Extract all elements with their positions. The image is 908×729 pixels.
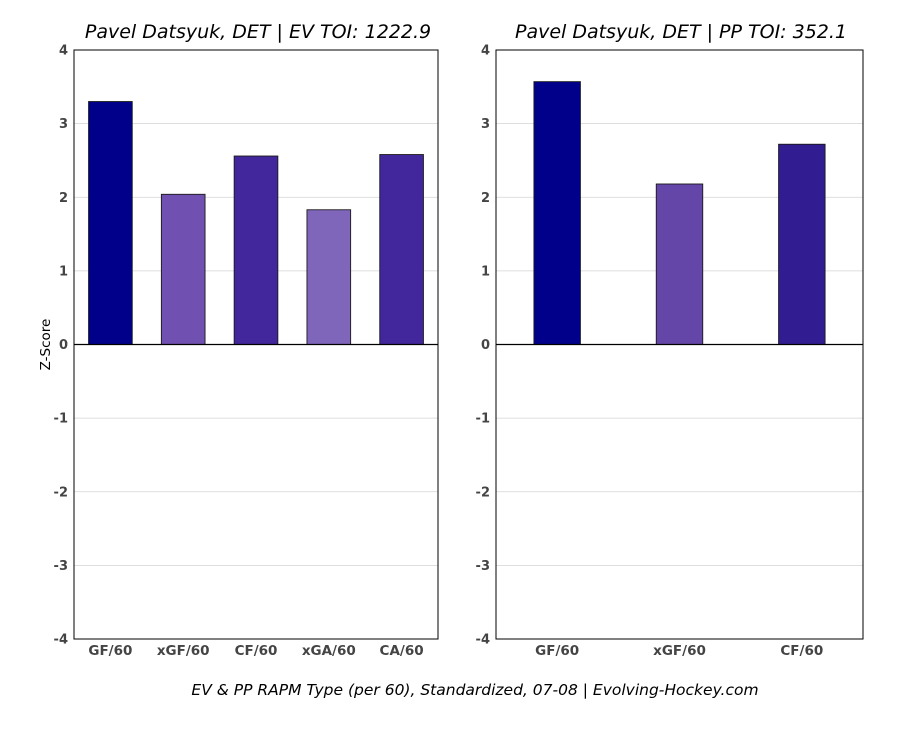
- bar-xga-60: [306, 209, 352, 345]
- y-tick-label: -3: [476, 559, 490, 574]
- bar-gf-60: [533, 81, 581, 345]
- bar-cf-60: [778, 143, 826, 345]
- ev-rapm-panel: Pavel Datsyuk, DET | EV TOI: 1222.9 4 3 2 1 0…: [38, 21, 439, 659]
- y-tick-label: 0: [59, 338, 68, 353]
- y-tick-label: 2: [481, 191, 490, 206]
- bar-ca-60: [379, 154, 424, 345]
- figure-caption: EV & PP RAPM Type (per 60), Standardized…: [191, 681, 758, 699]
- bar-gf-60: [88, 101, 133, 345]
- y-tick-label: 3: [59, 117, 68, 132]
- y-tick-label: -2: [54, 485, 68, 500]
- chart-title: Pavel Datsyuk, DET | EV TOI: 1222.9: [85, 21, 431, 43]
- y-tick-label: 0: [481, 338, 490, 353]
- y-tick-label: 1: [481, 264, 490, 279]
- x-tick-label: xGF/60: [157, 643, 210, 659]
- x-tick-label: xGA/60: [302, 643, 356, 659]
- pp-rapm-panel: Pavel Datsyuk, DET | PP TOI: 352.1 4 3 2 1 0 -…: [476, 21, 864, 659]
- y-tick-label: -1: [476, 412, 490, 427]
- y-tick-label: -3: [54, 559, 68, 574]
- bar-cf-60: [233, 155, 279, 345]
- y-tick-label: -2: [476, 485, 490, 500]
- y-tick-label: -4: [476, 633, 490, 648]
- y-tick-label: 1: [59, 264, 68, 279]
- plot-frame: [73, 49, 439, 640]
- y-tick-label: 3: [481, 117, 490, 132]
- y-tick-label: 4: [59, 44, 68, 59]
- x-tick-label: GF/60: [88, 643, 132, 659]
- y-tick-label: 2: [59, 191, 68, 206]
- y-tick-label: -4: [54, 633, 68, 648]
- y-tick-label: 4: [481, 44, 490, 59]
- chart-title: Pavel Datsyuk, DET | PP TOI: 352.1: [515, 21, 847, 43]
- bar-xgf-60: [655, 183, 704, 345]
- x-tick-label: xGF/60: [653, 643, 706, 659]
- y-axis-label: Z-Score: [38, 319, 54, 371]
- y-tick-label: -1: [54, 412, 68, 427]
- plot-frame: [495, 49, 864, 640]
- x-tick-label: CF/60: [235, 643, 278, 659]
- x-tick-label: GF/60: [535, 643, 579, 659]
- x-tick-label: CA/60: [380, 643, 424, 659]
- bar-xgf-60: [160, 193, 206, 345]
- x-tick-label: CF/60: [780, 643, 823, 659]
